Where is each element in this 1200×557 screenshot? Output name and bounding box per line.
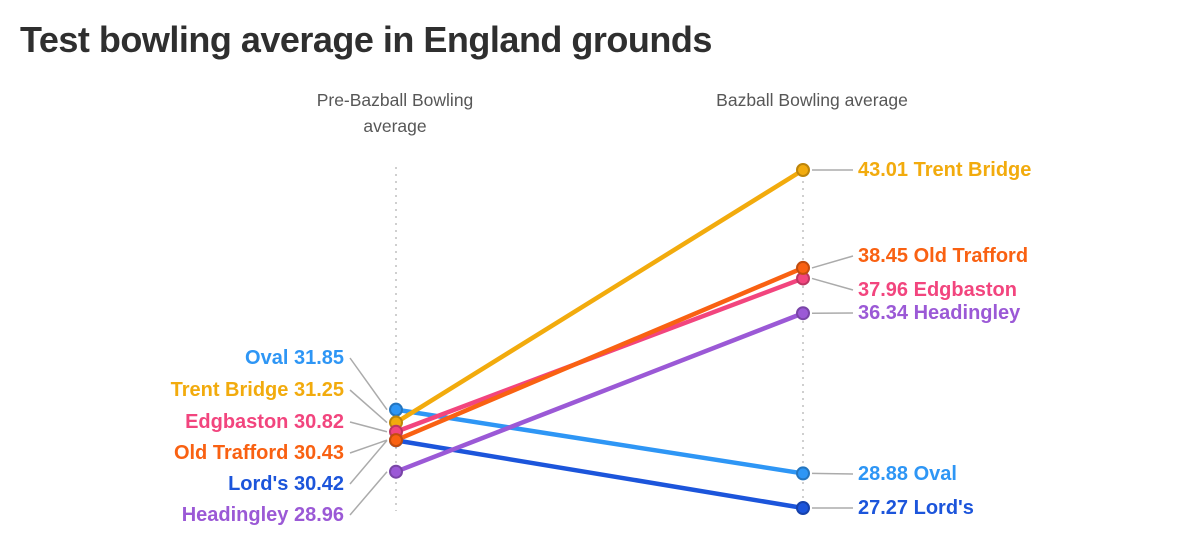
dot-pre-old-trafford xyxy=(389,433,403,448)
leader-left-oval xyxy=(349,357,388,411)
dot-post-old-trafford xyxy=(796,260,810,275)
right-value-label-old-trafford: 38.45 Old Trafford xyxy=(858,245,1029,267)
leader-left-old-trafford xyxy=(349,439,388,454)
leader-left-trent-bridge xyxy=(349,389,388,424)
left-value-label-headingley: Headingley 28.96 xyxy=(181,504,344,526)
leader-left-edgbaston xyxy=(349,421,388,433)
column-header-pre-bazball: Pre-Bazball Bowling average xyxy=(316,90,474,136)
slope-line-oval xyxy=(393,407,806,476)
chart-title: Test bowling average in England grounds xyxy=(20,19,712,60)
leader-right-edgbaston xyxy=(811,277,854,291)
slope-line-old-trafford xyxy=(393,265,806,443)
right-value-label-headingley: 36.34 Headingley xyxy=(858,302,1021,324)
right-value-label-edgbaston: 37.96 Edgbaston xyxy=(858,279,1017,301)
dot-post-trent-bridge xyxy=(796,163,810,177)
left-value-label-edgbaston: Edgbaston 30.82 xyxy=(185,411,344,433)
slope-line-lord-s xyxy=(393,438,806,511)
leader-left-headingley xyxy=(349,471,388,516)
slope-line-trent-bridge xyxy=(393,167,806,425)
dot-post-oval xyxy=(796,466,810,481)
dot-post-headingley xyxy=(796,306,810,321)
dot-post-lord-s xyxy=(796,501,810,515)
left-value-label-oval: Oval 31.85 xyxy=(245,347,344,369)
dot-pre-headingley xyxy=(389,464,403,479)
column-header-bazball: Bazball Bowling average xyxy=(716,90,908,110)
leader-right-old-trafford xyxy=(811,255,854,269)
right-value-label-oval: 28.88 Oval xyxy=(858,463,957,485)
leader-left-lord-s xyxy=(349,439,388,485)
slope-line-headingley xyxy=(393,310,806,474)
right-value-label-trent-bridge: 43.01 Trent Bridge xyxy=(858,159,1032,181)
right-value-label-lord-s: 27.27 Lord's xyxy=(858,497,974,519)
dot-pre-oval xyxy=(389,402,403,417)
left-value-label-lord-s: Lord's 30.42 xyxy=(228,473,344,495)
leader-right-oval xyxy=(811,472,854,475)
left-value-label-trent-bridge: Trent Bridge 31.25 xyxy=(170,379,344,401)
left-value-label-old-trafford: Old Trafford 30.43 xyxy=(173,442,344,464)
